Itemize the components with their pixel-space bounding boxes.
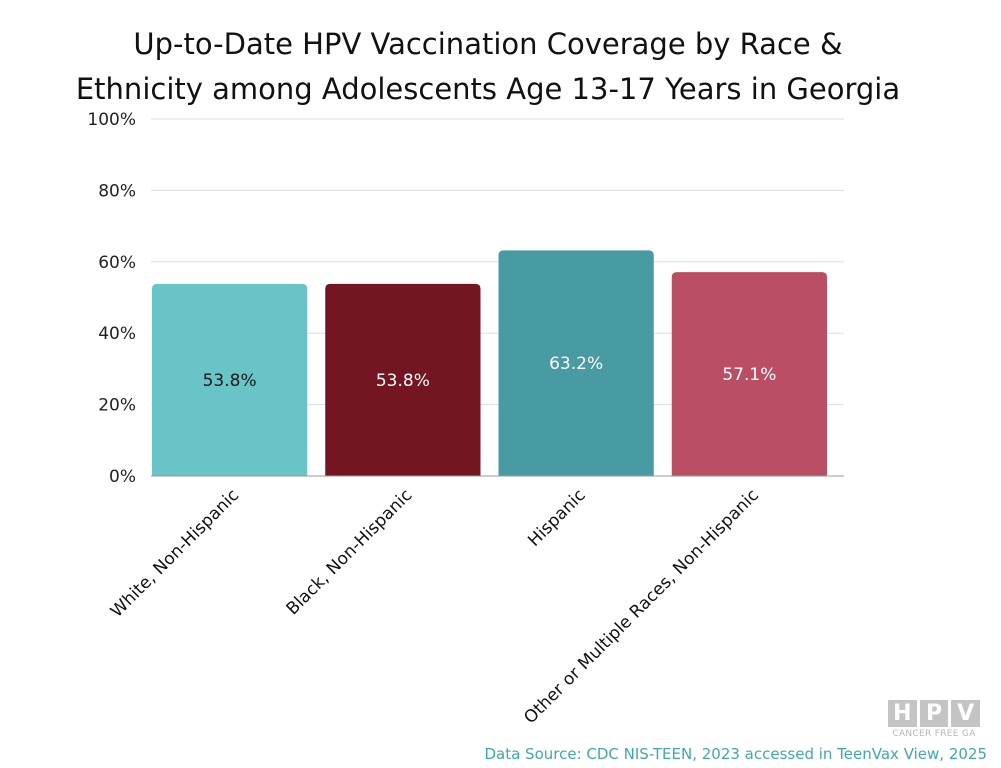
bar (325, 283, 481, 476)
data-label: 57.1% (722, 365, 776, 385)
x-tick-label: Black, Non-Hispanic (283, 485, 417, 619)
chart-title-line-2: Ethnicity among Adolescents Age 13-17 Ye… (75, 72, 901, 106)
y-tick-label: 20% (98, 396, 136, 416)
data-source-note: Data Source: CDC NIS-TEEN, 2023 accessed… (484, 745, 987, 763)
bar (671, 272, 827, 476)
data-label: 63.2% (549, 354, 603, 374)
logo-subtitle: CANCER FREE GA (892, 729, 976, 739)
x-tick-label: Hispanic (524, 485, 589, 550)
y-tick-label: 60% (98, 253, 136, 273)
y-tick-label: 40% (98, 324, 136, 344)
logo-letters: H P V (888, 700, 981, 727)
chart-title: Up-to-Date HPV Vaccination Coverage by R… (0, 22, 976, 112)
y-tick-label: 0% (109, 467, 136, 487)
logo-letter-h: H (888, 700, 917, 727)
logo-letter-p: P (919, 700, 949, 727)
data-label: 53.8% (376, 371, 430, 391)
x-tick-label: White, Non-Hispanic (107, 485, 243, 621)
bar (498, 250, 654, 476)
data-label: 53.8% (203, 371, 257, 391)
logo-letter-v: V (951, 700, 981, 727)
y-tick-label: 80% (98, 181, 136, 201)
chart-title-line-1: Up-to-Date HPV Vaccination Coverage by R… (133, 27, 843, 61)
hpv-logo: H P V CANCER FREE GA (888, 700, 981, 746)
y-tick-label: 100% (87, 110, 136, 130)
bar (152, 283, 308, 476)
